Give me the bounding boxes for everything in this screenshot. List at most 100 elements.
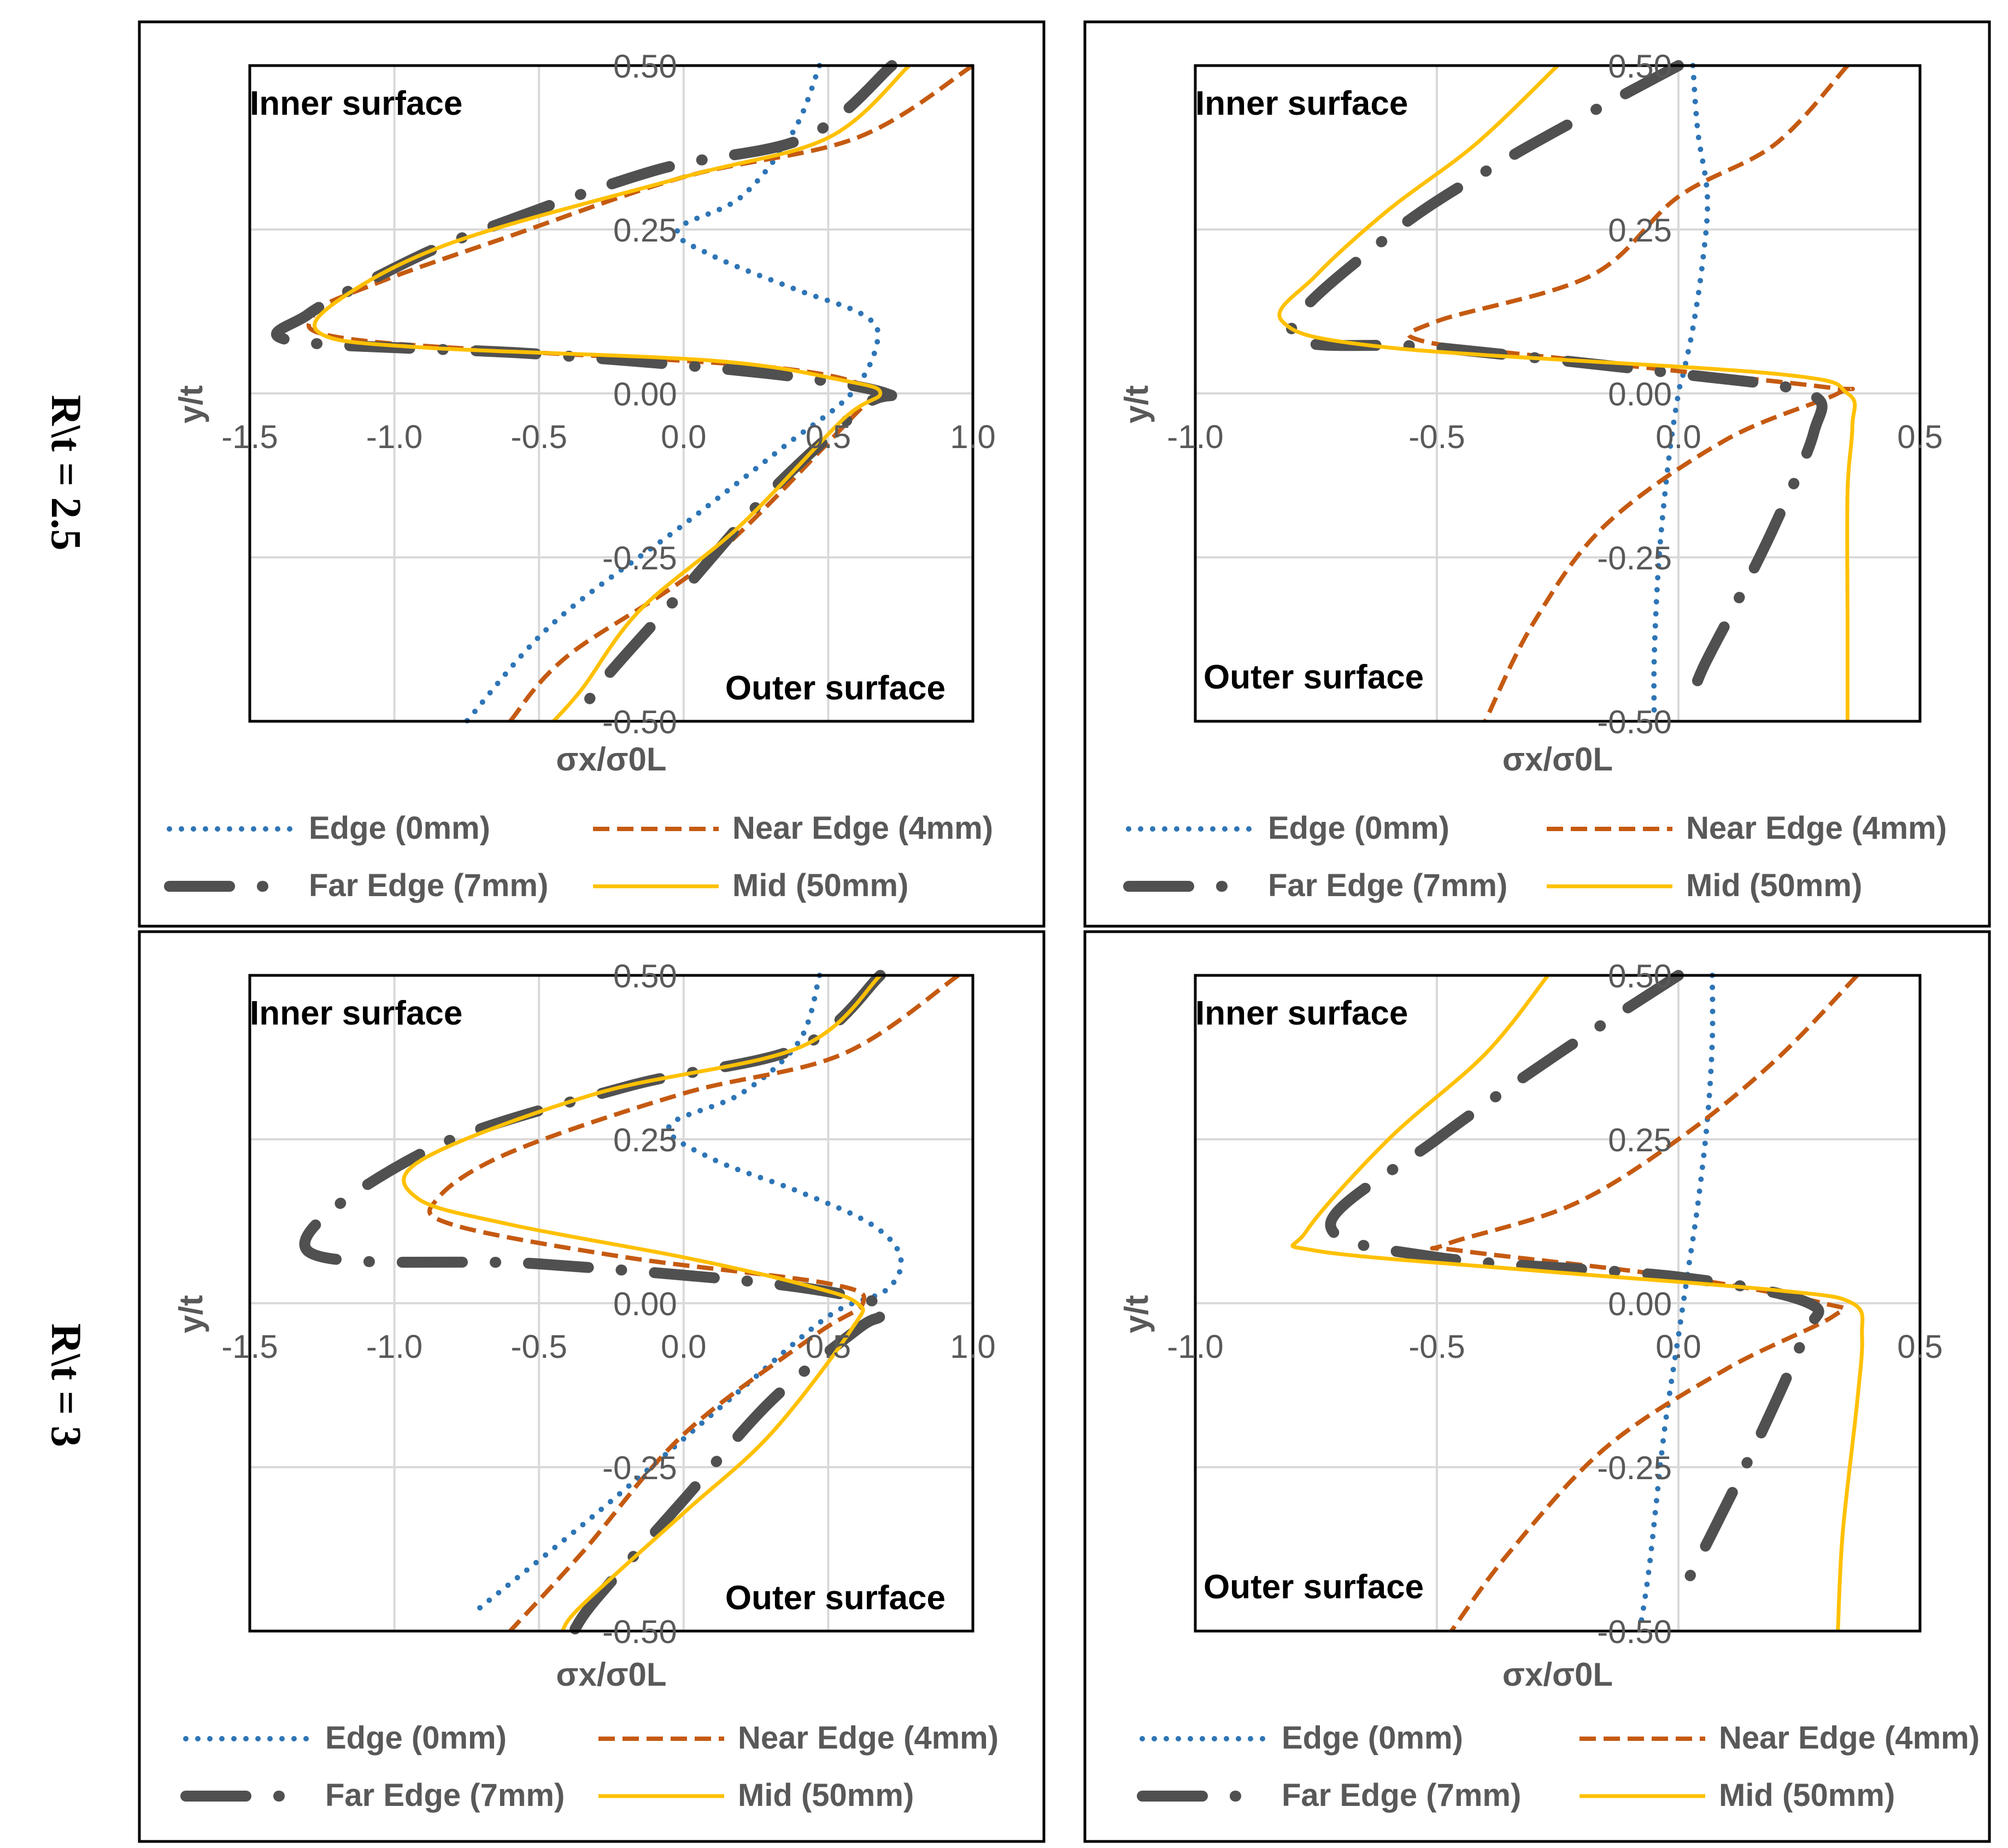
legend-label-far: Far Edge (7mm) [325, 1778, 565, 1813]
annotation-outer-surface: Outer surface [725, 669, 946, 707]
y-tick-label: 0.00 [1608, 1286, 1672, 1322]
annotation-inner-surface: Inner surface [1195, 994, 1408, 1032]
legend-label-far: Far Edge (7mm) [309, 868, 548, 903]
chart-panel-2: -1.0 -0.5 0.0 0.5 0.50 0.25 0.00 -0.25 -0.50σx/σ… [1083, 20, 1991, 928]
series-line-edge [1637, 973, 1716, 1634]
x-axis-title: σx/σ0L [556, 1656, 666, 1693]
x-tick-label: 1.0 [950, 1328, 995, 1365]
series-line-edge [463, 63, 881, 724]
legend-item-far: Far Edge (7mm) [164, 868, 548, 903]
legend-item-mid: Mid (50mm) [1547, 868, 1862, 903]
y-tick-label: -0.25 [602, 1450, 677, 1486]
row-label-r-t-3: R\t = 3 [43, 1323, 90, 1447]
row-label-r-t-2-5: R\t = 2.5 [43, 395, 90, 551]
x-axis-title: σx/σ0L [1502, 1656, 1613, 1693]
annotation-outer-surface: Outer surface [1203, 1568, 1424, 1606]
legend-item-far: Far Edge (7mm) [180, 1778, 565, 1813]
y-tick-label: 0.25 [1608, 1122, 1672, 1158]
legend-label-near: Near Edge (4mm) [1719, 1720, 1980, 1756]
series-line-edge [1651, 63, 1711, 724]
y-tick-label: -0.50 [1597, 1614, 1672, 1650]
y-tick-label: -0.50 [602, 1614, 677, 1650]
legend-item-near: Near Edge (4mm) [1547, 810, 1947, 846]
charts-container: -1.5 -1.0 -0.5 0.0 0.5 1.0 0.50 0.25 0.00 -0.25 -0… [138, 20, 1991, 1843]
series-line-mid [1290, 974, 1865, 1632]
legend-item-mid: Mid (50mm) [593, 868, 908, 903]
panel-frame [1083, 20, 1991, 928]
y-axis-title: y/t [1118, 385, 1155, 423]
chart-panel-3: -1.5 -1.0 -0.5 0.0 0.5 1.0 0.50 0.25 0.00 -0.25 -0… [138, 930, 1046, 1843]
series-line-far [1325, 970, 1824, 1604]
x-tick-label: -0.5 [511, 419, 567, 455]
y-axis-title: y/t [1118, 1295, 1155, 1333]
legend-label-near: Near Edge (4mm) [732, 810, 993, 846]
x-axis-title: σx/σ0L [1502, 741, 1613, 778]
plot-area [248, 974, 974, 1633]
legend-label-edge: Edge (0mm) [1282, 1720, 1463, 1756]
x-tick-label: 0.0 [1655, 419, 1701, 455]
series-line-far [1285, 60, 1828, 714]
y-tick-label: 0.00 [613, 1286, 677, 1322]
plot-area [1194, 974, 1922, 1633]
panel-frame [138, 20, 1046, 928]
series-line-edge [472, 973, 904, 1614]
x-tick-label: 1.0 [950, 419, 995, 455]
y-tick-label: 0.00 [1608, 376, 1672, 413]
legend-item-mid: Mid (50mm) [1580, 1778, 1895, 1813]
x-tick-label: 0.0 [1655, 1328, 1701, 1365]
legend-label-mid: Mid (50mm) [1719, 1778, 1895, 1813]
y-axis-title: y/t [173, 1295, 209, 1333]
annotation-outer-surface: Outer surface [1203, 658, 1424, 696]
x-tick-label: -1.0 [1167, 1328, 1223, 1365]
y-tick-label: 0.25 [613, 1122, 677, 1158]
x-tick-label: 0.5 [1897, 419, 1942, 455]
series-line-near [1430, 974, 1859, 1633]
chart-panel-4: -1.0 -0.5 0.0 0.5 0.50 0.25 0.00 -0.25 -0.50 σx/σ… [1083, 930, 1991, 1843]
series-line-near [1406, 64, 1855, 722]
series-line-near [427, 973, 960, 1633]
y-tick-label: -0.25 [602, 540, 677, 576]
annotation-outer-surface: Outer surface [725, 1579, 946, 1617]
panel-frame [1083, 930, 1991, 1843]
x-tick-label: -0.5 [1408, 419, 1465, 455]
plot-area [248, 64, 974, 723]
plot-area [1194, 64, 1922, 723]
legend-label-edge: Edge (0mm) [325, 1720, 507, 1756]
y-tick-label: 0.50 [613, 48, 677, 85]
y-tick-label: -0.50 [1597, 704, 1672, 740]
y-tick-label: -0.25 [1597, 540, 1672, 576]
annotation-inner-surface: Inner surface [250, 994, 462, 1032]
series-line-mid [1277, 64, 1857, 721]
y-tick-label: 0.50 [613, 958, 677, 994]
legend-label-mid: Mid (50mm) [732, 868, 908, 903]
x-tick-label: -1.5 [221, 1328, 278, 1365]
y-tick-label: 0.50 [1608, 958, 1672, 994]
legend-label-edge: Edge (0mm) [309, 810, 490, 846]
y-tick-label: -0.50 [602, 704, 677, 740]
legend-label-edge: Edge (0mm) [1268, 810, 1449, 846]
y-tick-label: 0.50 [1608, 48, 1672, 85]
y-tick-label: 0.00 [613, 376, 677, 413]
y-tick-label: 0.25 [1608, 212, 1672, 249]
x-tick-label: -1.0 [366, 419, 422, 455]
x-axis-title: σx/σ0L [556, 741, 666, 778]
x-tick-label: -1.0 [1167, 419, 1223, 455]
legend-item-far: Far Edge (7mm) [1137, 1778, 1521, 1813]
x-tick-label: 0.0 [661, 419, 706, 455]
y-tick-label: 0.25 [613, 212, 677, 249]
x-tick-label: -1.0 [366, 1328, 422, 1365]
x-tick-label: 0.0 [661, 1328, 706, 1365]
legend-label-far: Far Edge (7mm) [1282, 1778, 1521, 1813]
legend-item-near: Near Edge (4mm) [598, 1720, 999, 1756]
x-tick-label: 0.5 [1897, 1328, 1942, 1365]
legend-item-edge: Edge (0mm) [167, 810, 490, 846]
legend-item-edge: Edge (0mm) [1126, 810, 1449, 846]
legend-label-mid: Mid (50mm) [738, 1778, 914, 1813]
legend-item-near: Near Edge (4mm) [1580, 1720, 1980, 1756]
x-tick-label: 0.5 [806, 1328, 851, 1365]
legend-item-far: Far Edge (7mm) [1123, 868, 1507, 903]
series-line-mid [313, 64, 911, 723]
x-tick-label: -0.5 [511, 1328, 567, 1365]
legend-item-near: Near Edge (4mm) [593, 810, 993, 846]
